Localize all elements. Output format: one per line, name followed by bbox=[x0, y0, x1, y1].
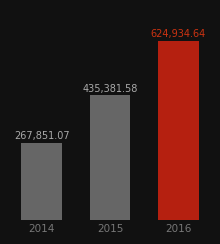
Bar bbox=[90, 95, 130, 220]
Bar bbox=[21, 143, 62, 220]
Text: 435,381.58: 435,381.58 bbox=[82, 83, 138, 93]
Text: 267,851.07: 267,851.07 bbox=[14, 132, 70, 142]
Bar bbox=[158, 41, 199, 220]
Text: 624,934.64: 624,934.64 bbox=[150, 29, 206, 39]
